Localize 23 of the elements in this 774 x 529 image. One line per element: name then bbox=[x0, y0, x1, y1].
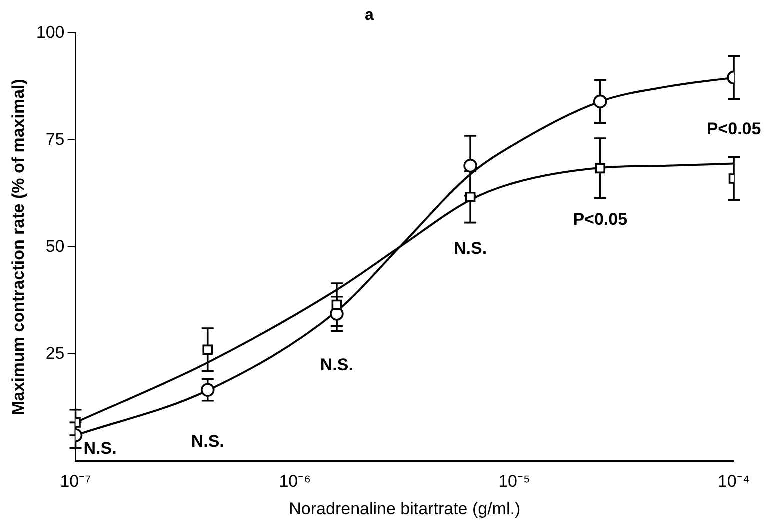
point bbox=[202, 344, 214, 356]
y-tick-label: 100 bbox=[36, 22, 65, 42]
x-tick-label: 10⁻⁶ bbox=[279, 472, 312, 492]
point bbox=[593, 94, 608, 109]
annotation: P<0.05 bbox=[573, 210, 628, 230]
point bbox=[200, 383, 215, 398]
annotation: P<0.05 bbox=[706, 119, 762, 138]
point bbox=[595, 163, 606, 174]
y-tick-label: 75 bbox=[46, 130, 65, 149]
point bbox=[464, 158, 478, 173]
y-tick-label: 25 bbox=[46, 344, 65, 363]
point bbox=[465, 192, 476, 202]
annotation: N.S. bbox=[454, 238, 488, 258]
y-tick-label: 50 bbox=[46, 236, 65, 256]
annotation: N.S. bbox=[320, 356, 354, 375]
y-axis-title: Maximum contraction rate (% of maximal) bbox=[8, 79, 28, 416]
x-tick-label: 10⁻⁴ bbox=[718, 472, 750, 492]
chart-title: a bbox=[365, 7, 374, 24]
x-axis-title: Noradrenaline bitartrate (g/ml.) bbox=[289, 499, 521, 518]
annotation: N.S. bbox=[191, 432, 224, 451]
x-tick-label: 10⁻⁵ bbox=[498, 472, 531, 492]
annotation: N.S. bbox=[84, 438, 117, 458]
x-tick-label: 10⁻⁷ bbox=[60, 472, 92, 492]
